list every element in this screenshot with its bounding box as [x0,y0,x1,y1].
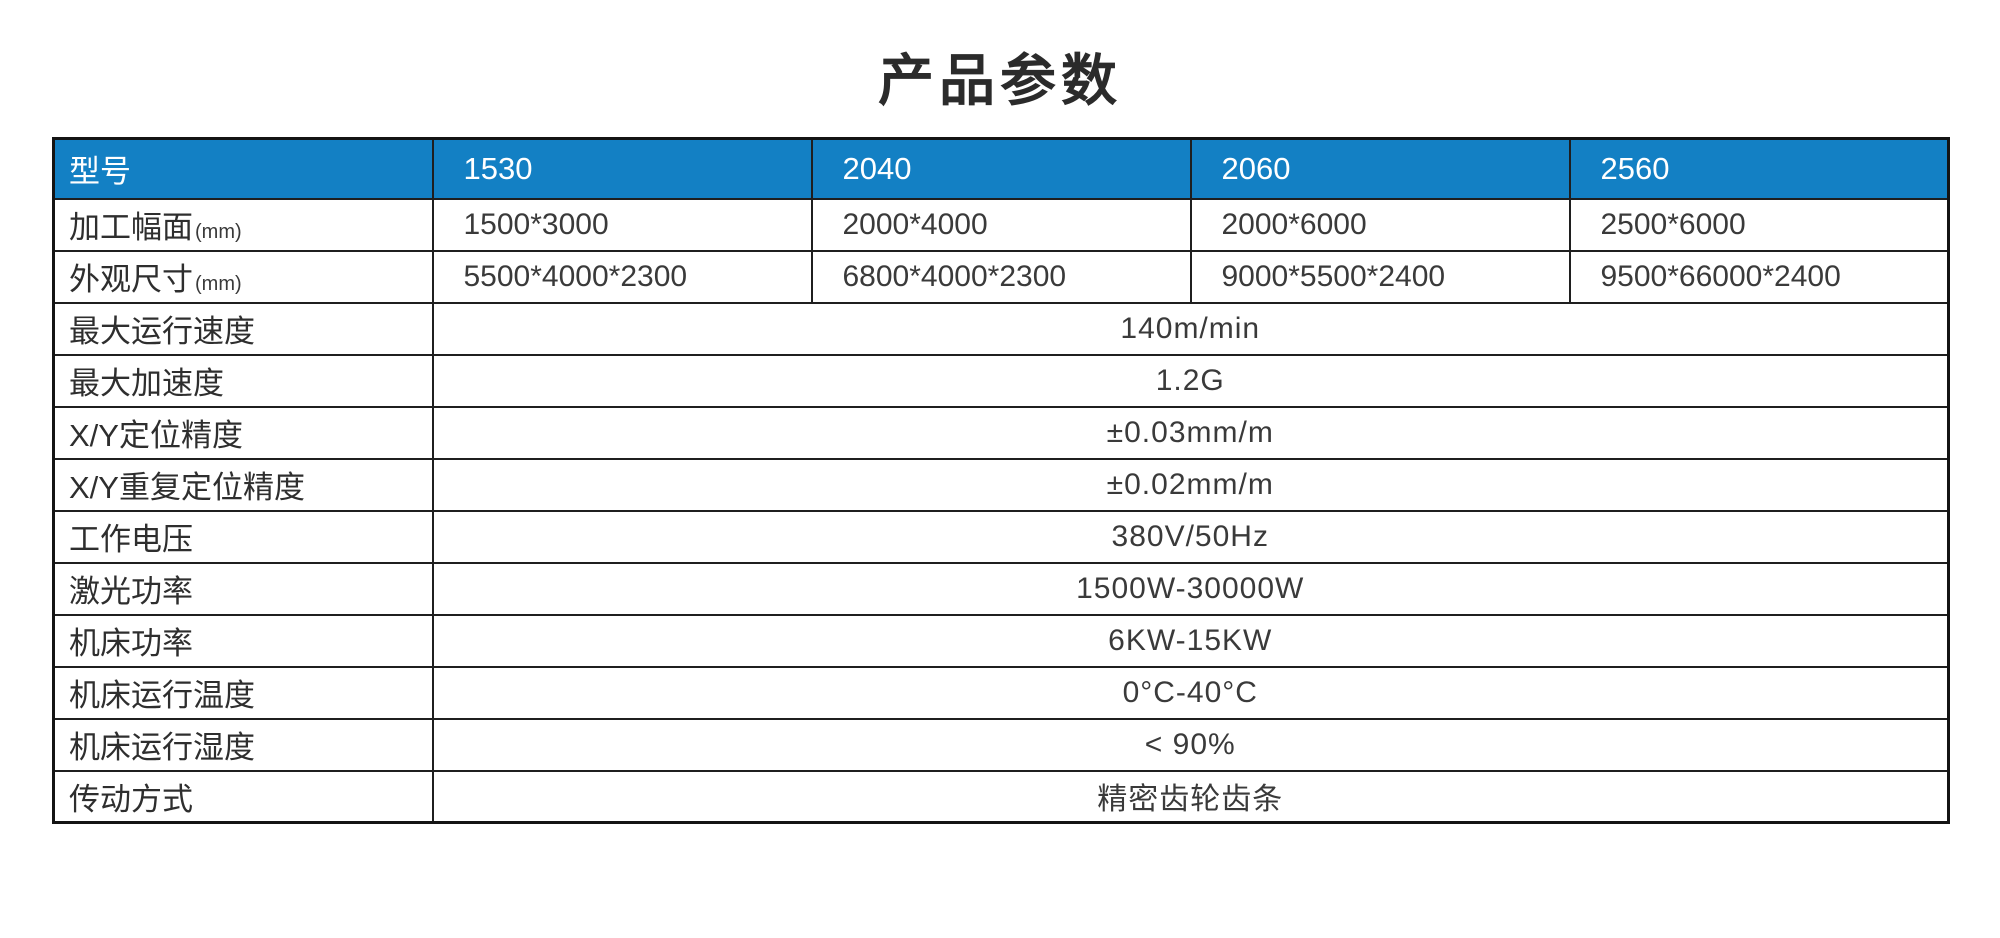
table-row-max-speed: 最大运行速度 140m/min [52,301,1950,356]
table-row-repeat-accuracy: X/Y重复定位精度 ±0.02mm/m [52,457,1950,512]
row-label-transmission-type: 传动方式 [52,769,434,824]
cell-repeat-accuracy-value: ±0.02mm/m [431,457,1950,512]
cell-machine-power-value: 6KW-15KW [431,613,1950,668]
row-label-machine-power: 机床功率 [52,613,434,668]
row-label-working-area: 加工幅面 (mm) [52,197,434,252]
header-cell-model-label: 型号 [52,137,434,200]
row-label-laser-power: 激光功率 [52,561,434,616]
spec-table: 型号 1530 2040 2060 2560 加工幅面 (mm) 1500*300… [52,137,1950,824]
row-label-repeat-accuracy: X/Y重复定位精度 [52,457,434,512]
cell-transmission-type-value: 精密齿轮齿条 [431,769,1950,824]
row-label-positioning-accuracy: X/Y定位精度 [52,405,434,460]
row-label-operating-humidity: 机床运行湿度 [52,717,434,772]
row-label-working-voltage: 工作电压 [52,509,434,564]
cell-max-speed-value: 140m/min [431,301,1950,356]
table-row-max-acceleration: 最大加速度 1.2G [52,353,1950,408]
page-title: 产品参数 [878,49,1122,112]
row-label-text: 加工幅面 [69,210,193,245]
cell-dimensions-2560: 9500*66000*2400 [1568,249,1950,304]
cell-laser-power-value: 1500W-30000W [431,561,1950,616]
cell-operating-temperature-value: 0°C-40°C [431,665,1950,720]
row-label-unit: (mm) [195,273,242,295]
cell-max-acceleration-value: 1.2G [431,353,1950,408]
table-row-operating-temperature: 机床运行温度 0°C-40°C [52,665,1950,720]
table-row-machine-power: 机床功率 6KW-15KW [52,613,1950,668]
cell-working-area-2040: 2000*4000 [810,197,1192,252]
cell-dimensions-2040: 6800*4000*2300 [810,249,1192,304]
cell-working-voltage-value: 380V/50Hz [431,509,1950,564]
row-label-max-acceleration: 最大加速度 [52,353,434,408]
table-row-laser-power: 激光功率 1500W-30000W [52,561,1950,616]
header-cell-model-2040: 2040 [810,137,1192,200]
table-row-working-area: 加工幅面 (mm) 1500*3000 2000*4000 2000*6000 2… [52,197,1950,252]
row-label-unit: (mm) [195,221,242,243]
table-row-transmission-type: 传动方式 精密齿轮齿条 [52,769,1950,824]
row-label-dimensions: 外观尺寸 (mm) [52,249,434,304]
cell-dimensions-2060: 9000*5500*2400 [1189,249,1571,304]
table-row-operating-humidity: 机床运行湿度 < 90% [52,717,1950,772]
table-row-dimensions: 外观尺寸 (mm) 5500*4000*2300 6800*4000*2300 9… [52,249,1950,304]
cell-positioning-accuracy-value: ±0.03mm/m [431,405,1950,460]
row-label-operating-temperature: 机床运行温度 [52,665,434,720]
cell-working-area-1530: 1500*3000 [431,197,813,252]
header-cell-model-2060: 2060 [1189,137,1571,200]
header-cell-model-1530: 1530 [431,137,813,200]
header-row: 型号 1530 2040 2060 2560 [52,137,1950,200]
cell-working-area-2560: 2500*6000 [1568,197,1950,252]
cell-dimensions-1530: 5500*4000*2300 [431,249,813,304]
header-cell-model-2560: 2560 [1568,137,1950,200]
table-row-working-voltage: 工作电压 380V/50Hz [52,509,1950,564]
cell-operating-humidity-value: < 90% [431,717,1950,772]
cell-working-area-2060: 2000*6000 [1189,197,1571,252]
table-row-positioning-accuracy: X/Y定位精度 ±0.03mm/m [52,405,1950,460]
row-label-text: 外观尺寸 [69,262,193,297]
row-label-max-speed: 最大运行速度 [52,301,434,356]
